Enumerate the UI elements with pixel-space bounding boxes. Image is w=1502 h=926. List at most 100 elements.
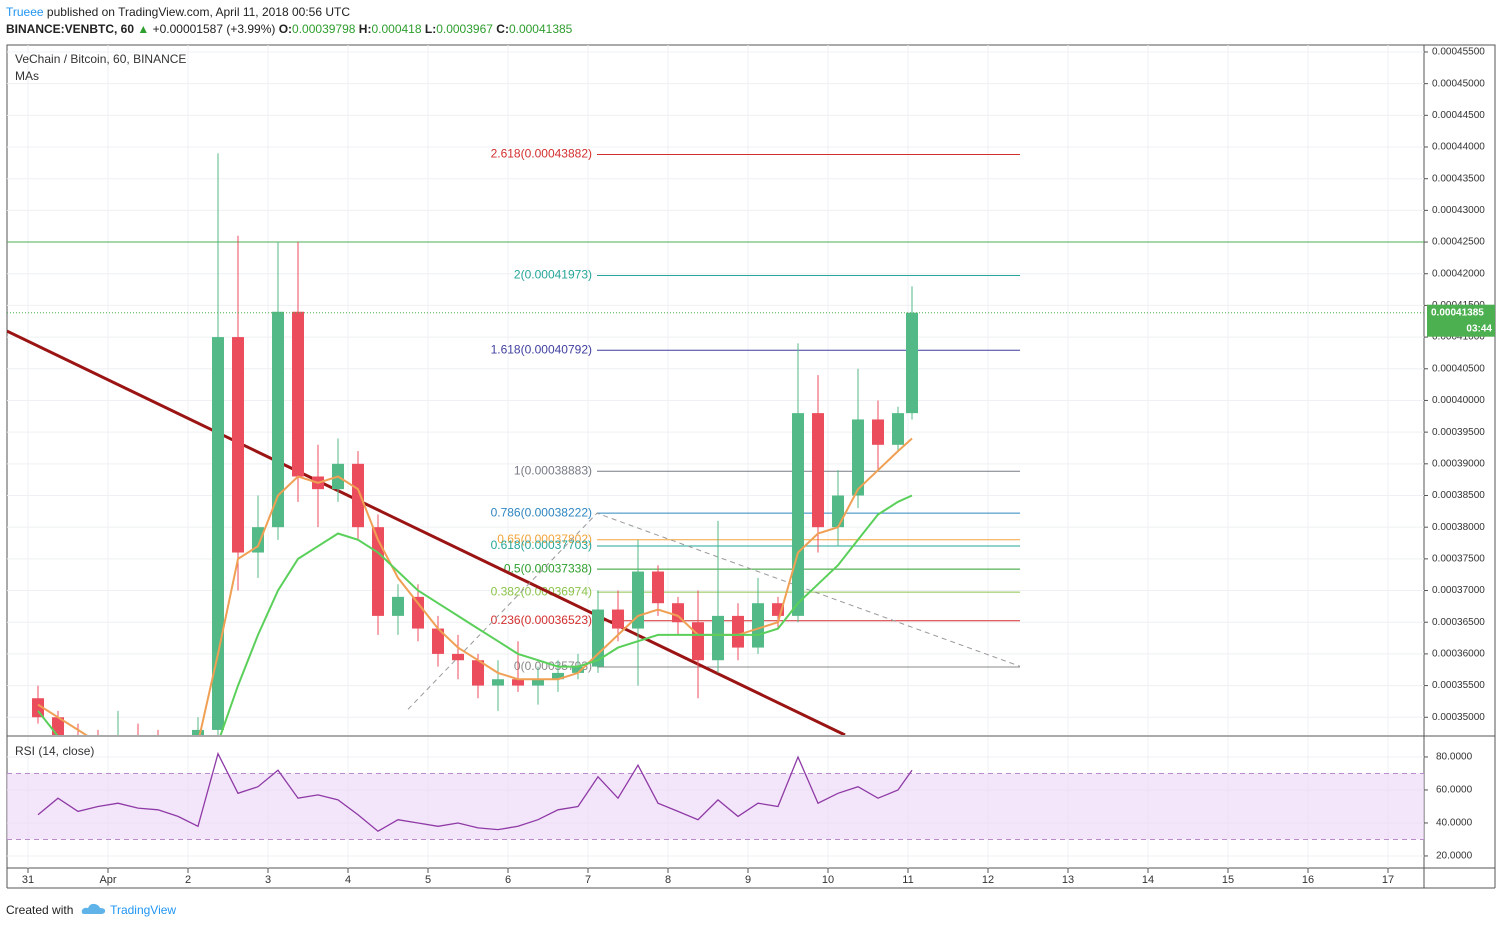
- ohlc: O:0.00039798 H:0.000418 L:0.0003967 C:0.…: [279, 22, 573, 36]
- logo: [81, 903, 105, 914]
- y-tick-label: 0.00037000: [1432, 585, 1485, 596]
- brand[interactable]: TradingView: [110, 903, 177, 917]
- created-with: Created with: [6, 903, 74, 917]
- fib-label: 0.5(0.00037338): [504, 561, 592, 575]
- candle-body: [532, 679, 544, 686]
- symbol: BINANCE:VENBTC, 60: [6, 22, 135, 36]
- ohlc-value: 0.00039798: [292, 22, 356, 36]
- candle-body: [872, 419, 884, 445]
- y-tick-label: 0.00040000: [1432, 395, 1485, 406]
- y-tick-label: 60.0000: [1436, 785, 1473, 796]
- fib-label: 2.618(0.00043882): [491, 147, 592, 161]
- x-tick-label: Apr: [99, 874, 116, 886]
- x-tick-label: 15: [1222, 874, 1234, 886]
- y-tick-label: 40.0000: [1436, 818, 1473, 829]
- candle-body: [392, 596, 404, 616]
- candle-body: [152, 743, 164, 749]
- change: +0.00001587 (+3.99%): [152, 22, 276, 36]
- x-tick-label: 3: [265, 874, 271, 886]
- x-tick-label: 7: [585, 874, 591, 886]
- candle-body: [52, 717, 64, 735]
- candle-body: [352, 463, 364, 528]
- y-tick-label: 0.00043000: [1432, 205, 1485, 216]
- x-tick-label: 11: [902, 874, 913, 886]
- candle-body: [112, 736, 124, 749]
- x-tick-label: 9: [745, 874, 751, 886]
- y-tick-label: 20.0000: [1436, 851, 1473, 862]
- candle-body: [252, 527, 264, 553]
- candle-body: [732, 615, 744, 648]
- candle-body: [832, 495, 844, 528]
- pane-title: VeChain / Bitcoin, 60, BINANCE: [15, 52, 186, 66]
- ohlc-value: 0.00041385: [508, 22, 573, 36]
- candle-body: [192, 729, 204, 735]
- y-tick-label: 0.00035500: [1432, 680, 1485, 691]
- candle-body: [652, 571, 664, 604]
- author[interactable]: Trueee: [6, 5, 44, 19]
- candle-body: [906, 312, 918, 414]
- candle-body: [552, 672, 564, 680]
- x-tick-label: 17: [1382, 874, 1394, 886]
- y-tick-label: 0.00040500: [1432, 363, 1485, 374]
- y-tick-label: 80.0000: [1436, 752, 1473, 763]
- candle-body: [292, 311, 304, 477]
- moving-average: [37, 494, 913, 735]
- ohlc-value: 0.000418: [371, 22, 422, 36]
- ohlc-value: 0.0003967: [436, 22, 493, 36]
- published: published on TradingView.com, April 11, …: [46, 5, 350, 19]
- candle-body: [472, 660, 484, 686]
- pane-title: RSI (14, close): [15, 744, 94, 758]
- y-tick-label: 0.00041000: [1432, 332, 1485, 343]
- x-tick-label: 10: [822, 874, 834, 886]
- candle-body: [692, 622, 704, 661]
- x-tick-label: 14: [1142, 874, 1154, 886]
- x-tick-label: 16: [1302, 874, 1314, 886]
- ohlc-label: H:: [358, 22, 372, 36]
- x-tick-label: 8: [665, 874, 671, 886]
- y-tick-label: 0.00043500: [1432, 173, 1485, 184]
- fib-label: 0.786(0.00038222): [491, 505, 592, 519]
- header: Trueee published on TradingView.com, Apr…: [6, 4, 572, 38]
- last-price-label: 0.00041385: [1431, 307, 1484, 318]
- y-tick-label: 0.00036500: [1432, 617, 1485, 628]
- ohlc-label: C:: [496, 22, 509, 36]
- rsi-band: [7, 773, 1424, 840]
- fib-label: 0.236(0.00036523): [491, 613, 592, 627]
- fib-label: 2(0.00041973): [514, 268, 592, 282]
- last-price-box: [1427, 304, 1495, 337]
- footer: Created with TradingView: [6, 900, 176, 917]
- candle-body: [492, 679, 504, 686]
- y-tick-label: 0.00039500: [1432, 427, 1485, 438]
- change-arrow: ▲: [137, 22, 150, 36]
- candle-body: [212, 337, 224, 730]
- pane-border: [6, 44, 1496, 869]
- x-tick-label: 6: [505, 874, 511, 886]
- trend-line: [407, 512, 1021, 710]
- fib-label: 0.382(0.00036974): [491, 584, 592, 598]
- x-tick-label: 5: [425, 874, 431, 886]
- candle-body: [452, 653, 464, 661]
- x-tick-label: 2: [185, 874, 191, 886]
- x-tick-label: 4: [345, 874, 351, 886]
- y-tick-label: 0.00042500: [1432, 237, 1485, 248]
- candle-body: [132, 736, 144, 742]
- candle-body: [72, 736, 84, 742]
- candle-body: [572, 666, 584, 673]
- indicator-label: MAs: [15, 69, 39, 83]
- y-tick-label: 0.00039000: [1432, 458, 1485, 469]
- candle-body: [372, 527, 384, 616]
- fib-label: 0.65(0.00037802): [497, 532, 592, 546]
- y-tick-label: 0.00035000: [1432, 712, 1485, 723]
- moving-average: [37, 437, 913, 735]
- candle-body: [752, 603, 764, 648]
- y-tick-label: 0.00036000: [1432, 649, 1485, 660]
- candle-body: [172, 743, 184, 749]
- y-tick-label: 0.00045500: [1432, 47, 1485, 58]
- rsi-line: [37, 751, 913, 832]
- candle-body: [792, 413, 804, 616]
- y-tick-label: 0.00038500: [1432, 490, 1485, 501]
- candle-body: [852, 419, 864, 496]
- fib-label: 0.618(0.00037703): [491, 538, 592, 552]
